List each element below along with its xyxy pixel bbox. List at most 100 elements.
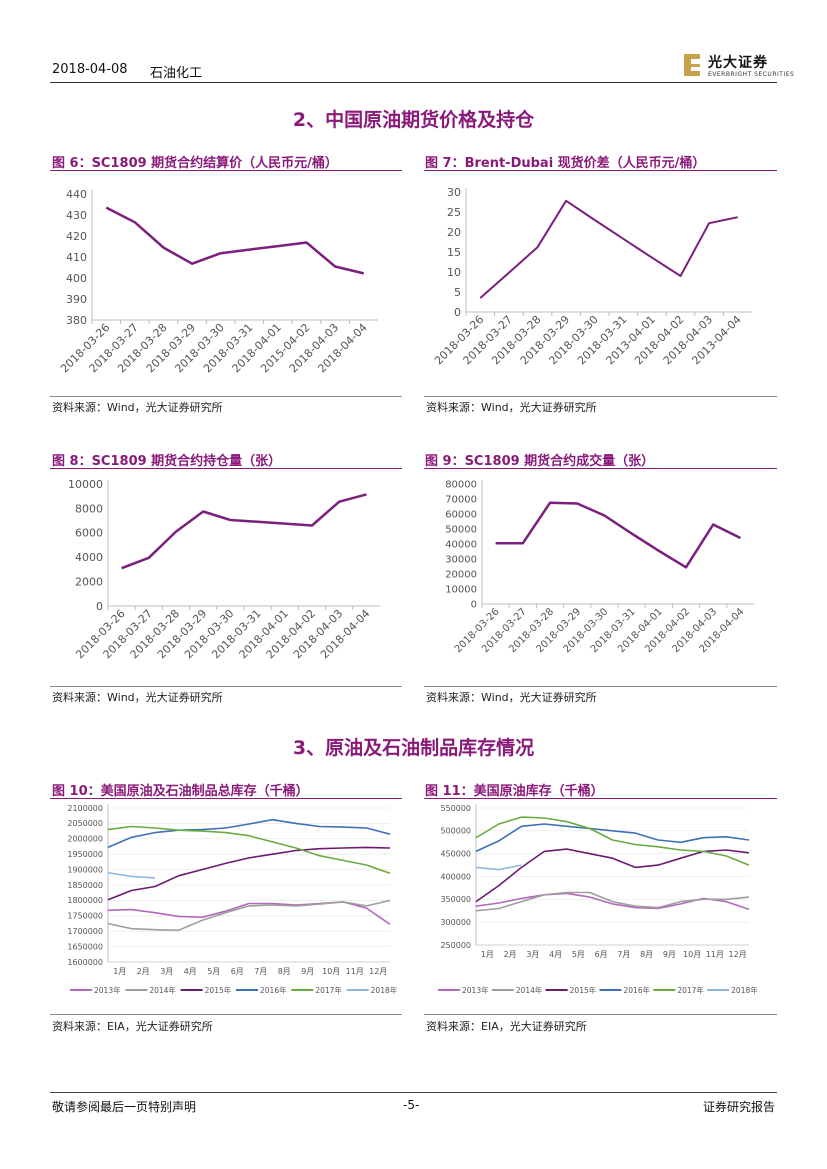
y-tick-label: 400000	[440, 872, 471, 881]
y-tick-label: 2050000	[67, 819, 103, 828]
figure-7-top-rule	[424, 170, 777, 171]
y-tick-label: 400	[66, 272, 87, 285]
x-tick-label: 7月	[254, 967, 267, 976]
series-line-3	[475, 823, 750, 853]
figure-11-top-rule	[424, 798, 777, 799]
y-tick-label: 80000	[445, 480, 477, 491]
figure-6-top-rule	[50, 170, 402, 171]
x-tick-label: 2月	[504, 950, 517, 959]
y-tick-label: 40000	[445, 540, 477, 551]
series-line-3	[107, 818, 391, 849]
legend-label: 2016年	[260, 985, 287, 995]
y-tick-label: 8000	[75, 502, 103, 515]
logo-name: 光大证券	[708, 55, 768, 71]
y-tick-label: 2000000	[67, 835, 103, 844]
legend-label: 2018年	[371, 985, 398, 995]
y-tick-label: 300000	[440, 918, 471, 927]
figure-10-chart: 1600000 1650000 1700000 1750000 1800000 18500…	[67, 804, 398, 995]
footer-disclaimer: 敬请参阅最后一页特别声明	[52, 1100, 197, 1114]
y-tick-label: 10000	[68, 478, 103, 491]
page-number: -5-	[403, 1098, 420, 1112]
figure-11-bottom-rule	[424, 1014, 777, 1015]
x-tick-label: 4月	[184, 967, 197, 976]
y-tick-label: 1650000	[67, 942, 103, 951]
header-rule	[50, 82, 777, 83]
y-tick-label: 15	[447, 246, 461, 259]
y-tick-label: 70000	[445, 495, 477, 506]
y-tick-label: 4000	[75, 551, 103, 564]
series-line-0	[105, 206, 364, 275]
x-tick-label: 12月	[369, 967, 387, 976]
y-tick-label: 25	[447, 206, 461, 219]
legend-label: 2016年	[624, 985, 651, 995]
everbright-logo-icon	[684, 54, 700, 76]
y-tick-label: 410	[66, 251, 87, 264]
report-category: 石油化工	[150, 66, 203, 81]
figure-7-title: 图 7：Brent-Dubai 现货价差（人民币元/桶）	[425, 156, 706, 171]
figure-10-title: 图 10：美国原油及石油制品总库存（千桶）	[52, 784, 309, 799]
y-tick-label: 1900000	[67, 865, 103, 874]
y-tick-label: 380	[66, 314, 87, 327]
series-line-1	[475, 891, 750, 912]
x-tick-label: 6月	[595, 950, 608, 959]
series-line-0	[495, 501, 741, 569]
series-line-0	[479, 199, 738, 299]
y-tick-label: 1850000	[67, 881, 103, 890]
x-tick-label: 9月	[663, 950, 676, 959]
report-date: 2018-04-08	[52, 62, 128, 77]
legend-label: 2013年	[94, 985, 121, 995]
series-line-5	[475, 864, 522, 871]
figure-9-chart: 0 10000 20000 30000 40000 50000 60000 70000 8000…	[445, 480, 754, 655]
x-tick-label: 10月	[322, 967, 340, 976]
series-line-0	[121, 493, 367, 570]
figure-8-bottom-rule	[50, 686, 402, 687]
figure-7-source: 资料来源：Wind，光大证券研究所	[426, 401, 597, 414]
figure-7-bottom-rule	[424, 396, 777, 397]
footer-rule	[50, 1092, 777, 1093]
figure-9-top-rule	[424, 468, 777, 469]
y-tick-label: 430	[66, 209, 87, 222]
series-line-2	[107, 846, 391, 901]
y-tick-label: 450000	[440, 849, 471, 858]
y-tick-label: 30	[447, 186, 461, 199]
series-line-5	[107, 871, 156, 879]
figure-11-title: 图 11：美国原油库存（千桶）	[425, 784, 604, 799]
logo-subtitle: EVERBRIGHT SECURITIES	[708, 71, 795, 78]
x-tick-label: 8月	[278, 967, 291, 976]
figure-8-top-rule	[50, 468, 402, 469]
x-tick-label: 5月	[207, 967, 220, 976]
y-tick-label: 250000	[440, 941, 471, 950]
y-tick-label: 0	[454, 306, 461, 319]
figure-6-bottom-rule	[50, 396, 402, 397]
y-tick-label: 350000	[440, 895, 471, 904]
x-tick-label: 10月	[683, 950, 701, 959]
figure-9-bottom-rule	[424, 686, 777, 687]
figure-10-bottom-rule	[50, 1014, 402, 1015]
y-tick-label: 0	[471, 600, 477, 611]
y-tick-label: 390	[66, 293, 87, 306]
legend-label: 2017年	[677, 985, 704, 995]
y-tick-label: 0	[96, 600, 103, 613]
figure-11-chart: 250000 300000 350000 400000 450000 500000 5500…	[438, 804, 758, 995]
x-tick-label: 12月	[729, 950, 747, 959]
x-tick-label: 5月	[572, 950, 585, 959]
x-tick-label: 9月	[301, 967, 314, 976]
legend-label: 2018年	[731, 985, 758, 995]
x-tick-label: 1月	[113, 967, 126, 976]
y-tick-label: 10	[447, 266, 461, 279]
y-tick-label: 5	[454, 286, 461, 299]
figure-10-top-rule	[50, 798, 402, 799]
legend-label: 2014年	[516, 985, 543, 995]
section-3-title: 3、原油及石油制品库存情况	[292, 737, 535, 759]
series-line-0	[475, 892, 750, 911]
y-tick-label: 60000	[445, 510, 477, 521]
x-tick-label: 6月	[231, 967, 244, 976]
y-tick-label: 50000	[445, 525, 477, 536]
y-tick-label: 20000	[445, 570, 477, 581]
y-tick-label: 1800000	[67, 896, 103, 905]
figure-8-chart: 02000400060008000100002018-03-262018-03-…	[68, 478, 380, 661]
section-2-title: 2、中国原油期货价格及持仓	[292, 109, 535, 131]
y-tick-label: 30000	[445, 555, 477, 566]
y-tick-label: 20	[447, 226, 461, 239]
y-tick-label: 1750000	[67, 912, 103, 921]
